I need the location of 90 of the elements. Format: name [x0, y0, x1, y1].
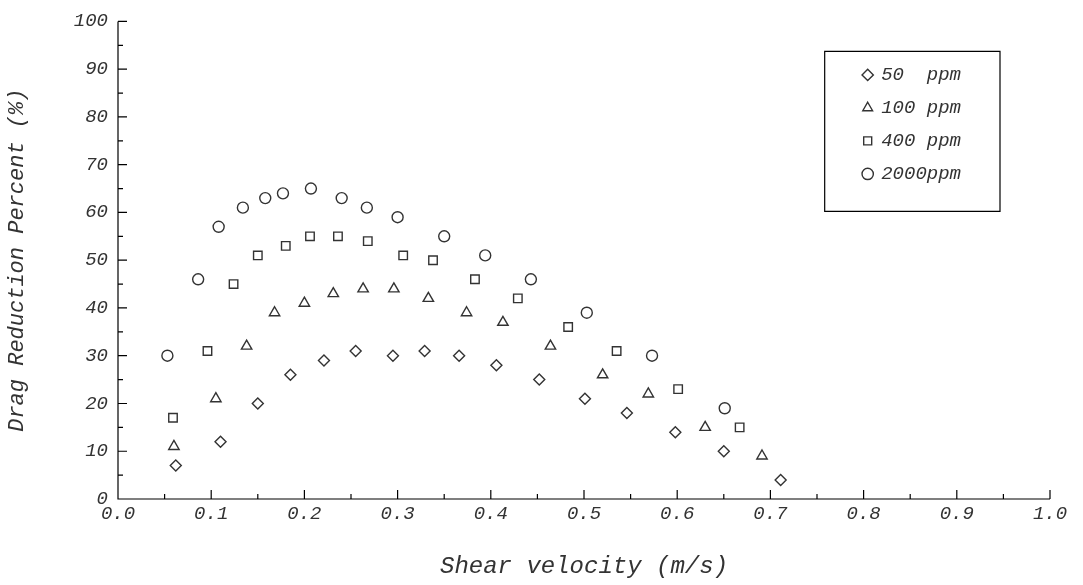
- y-tick-label: 60: [85, 201, 108, 224]
- point: [512, 293, 523, 304]
- point: [428, 255, 438, 266]
- point: [280, 240, 291, 251]
- point: [333, 231, 343, 242]
- point: [268, 306, 281, 317]
- point: [284, 368, 297, 382]
- y-axis-title: Drag Reduction Percent (%): [5, 88, 31, 432]
- x-tick-label: 0.2: [287, 503, 322, 526]
- point: [544, 339, 557, 350]
- x-tick-label: 0.6: [660, 503, 695, 526]
- point: [563, 322, 574, 333]
- point: [533, 373, 546, 386]
- point: [470, 274, 480, 285]
- point: [251, 397, 264, 410]
- point: [298, 296, 311, 307]
- point: [673, 384, 684, 395]
- legend-label: 50 ppm: [881, 63, 962, 86]
- point: [774, 473, 787, 487]
- legend-label: 100 ppm: [881, 96, 962, 119]
- point: [240, 339, 253, 350]
- y-tick-label: 90: [85, 58, 108, 81]
- x-tick-label: 0.1: [194, 503, 229, 526]
- point: [452, 349, 466, 362]
- point: [236, 201, 250, 214]
- point: [611, 346, 622, 356]
- x-tick-label: 1.0: [1032, 503, 1068, 526]
- point: [349, 344, 362, 358]
- x-tick-label: 0.8: [846, 503, 881, 526]
- point: [387, 282, 400, 293]
- y-tick-label: 40: [85, 296, 108, 319]
- point: [497, 315, 509, 326]
- point: [327, 286, 340, 298]
- point: [718, 402, 731, 415]
- point: [228, 279, 239, 290]
- point: [335, 191, 348, 205]
- y-tick-label: 50: [85, 249, 108, 272]
- point: [209, 392, 222, 403]
- point: [191, 273, 205, 286]
- x-tick-label: 0.7: [753, 503, 789, 526]
- point: [460, 306, 473, 317]
- point: [524, 273, 538, 286]
- point: [276, 187, 290, 200]
- point: [422, 291, 435, 303]
- point: [304, 182, 318, 195]
- x-tick-label: 0.3: [380, 503, 415, 526]
- point: [620, 406, 634, 420]
- point: [305, 231, 315, 242]
- point: [438, 230, 451, 243]
- point: [202, 346, 213, 356]
- point: [362, 236, 373, 247]
- point: [642, 387, 655, 398]
- point: [391, 211, 404, 224]
- point: [418, 344, 431, 358]
- point: [169, 459, 182, 472]
- point: [734, 422, 745, 433]
- y-tick-label: 70: [85, 153, 108, 176]
- point: [479, 249, 492, 262]
- point: [580, 306, 593, 319]
- point: [357, 282, 370, 293]
- point: [214, 435, 227, 448]
- point: [168, 439, 180, 451]
- y-tick-label: 20: [85, 392, 108, 415]
- y-tick-label: 30: [85, 344, 108, 367]
- y-tick-label: 10: [85, 440, 108, 463]
- point: [578, 392, 592, 405]
- point: [168, 412, 178, 423]
- point: [596, 368, 609, 379]
- x-tick-label: 0.5: [566, 503, 602, 526]
- point: [161, 349, 174, 362]
- legend-label: 400 ppm: [881, 129, 962, 152]
- point: [317, 354, 331, 367]
- x-tick-label: 0.4: [473, 503, 508, 526]
- point: [398, 250, 409, 261]
- x-tick-label: 0.9: [939, 503, 974, 526]
- point: [252, 250, 263, 261]
- point: [212, 220, 225, 233]
- point: [669, 425, 682, 439]
- y-tick-label: 80: [85, 105, 108, 128]
- point: [386, 349, 400, 362]
- point: [645, 349, 659, 362]
- point: [259, 191, 272, 205]
- point: [756, 449, 768, 460]
- point: [360, 201, 374, 214]
- point: [490, 359, 503, 372]
- legend-label: 2000ppm: [881, 162, 962, 185]
- point: [699, 420, 712, 432]
- y-tick-label: 100: [73, 10, 108, 33]
- point: [717, 445, 730, 458]
- x-axis-title: Shear velocity (m/s): [439, 552, 729, 580]
